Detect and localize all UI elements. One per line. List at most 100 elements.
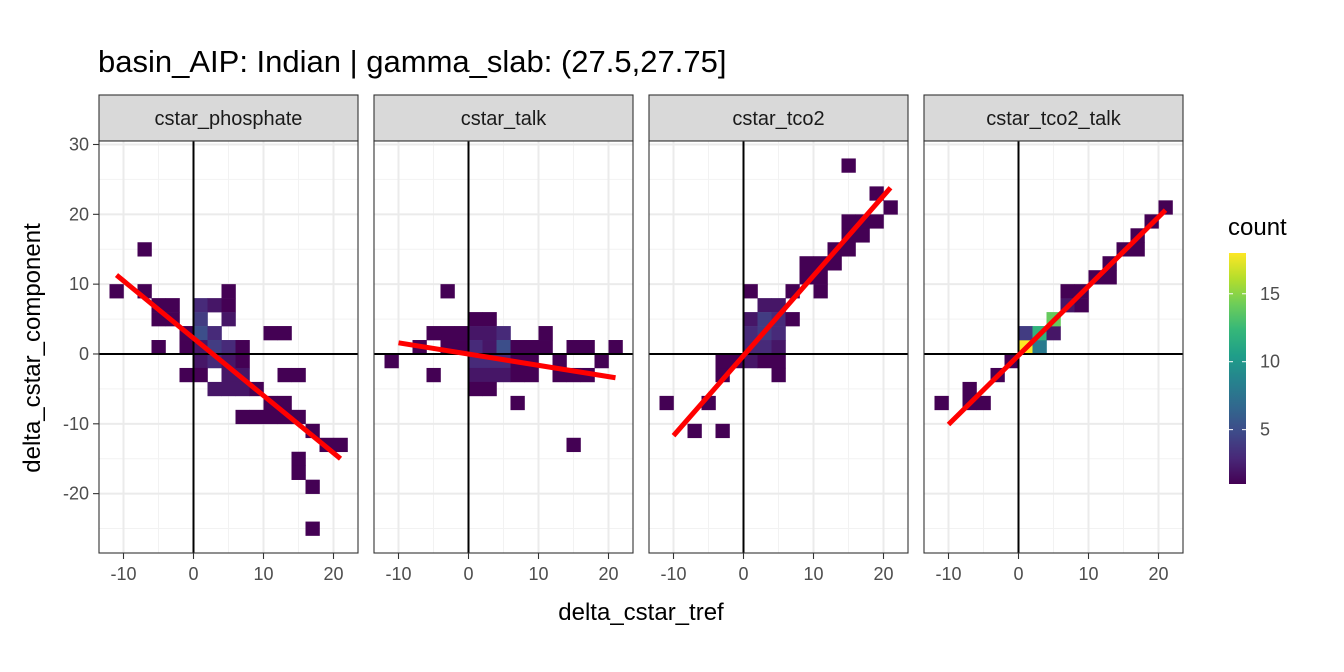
heatmap-bin: [440, 284, 455, 299]
facet-panel-cstar_tco2: cstar_tco2 -10 0 10 20: [648, 94, 909, 584]
x-tick-label: 20: [598, 564, 618, 584]
panel-border: [373, 140, 634, 554]
heatmap-bin: [468, 326, 483, 341]
heatmap-bin: [813, 284, 828, 299]
heatmap-bin: [771, 367, 786, 383]
facet-strip: [98, 94, 359, 142]
heatmap-bin: [715, 353, 730, 369]
y-tick-label: 30: [69, 134, 89, 154]
heatmap-bin: [221, 340, 236, 355]
heatmap-bin: [799, 256, 814, 271]
panel-border: [648, 140, 909, 554]
color-legend: count 5 10 15: [1228, 214, 1287, 484]
facet-strip-label: cstar_tco2: [732, 108, 824, 130]
heatmap-bin: [715, 423, 730, 439]
heatmap-bin: [235, 409, 250, 425]
y-tick-label: 10: [69, 274, 89, 294]
heatmap-bin: [1102, 270, 1117, 285]
legend-title: count: [1228, 214, 1287, 241]
heatmap-bin: [757, 340, 772, 355]
y-tick-label: -20: [63, 484, 89, 504]
heatmap-bin: [179, 340, 194, 355]
heatmap-bin: [454, 326, 469, 341]
y-axis: -20 -10 0 10 20 30: [63, 134, 99, 504]
heatmap-bin: [207, 381, 222, 397]
facet-strip-label: cstar_phosphate: [155, 108, 303, 130]
heatmap-bin: [771, 340, 786, 355]
heatmap-bin: [482, 340, 497, 355]
heatmap-bin: [193, 298, 208, 313]
heatmap-bin: [869, 214, 884, 229]
heatmap-bin: [743, 284, 758, 299]
heatmap-bin: [384, 353, 399, 369]
heatmap-bin: [235, 340, 250, 355]
panel-border: [923, 140, 1184, 554]
heatmap-bin: [221, 381, 236, 397]
heatmap-bin: [291, 367, 306, 383]
heatmap-bin: [482, 367, 497, 383]
facet-panel-cstar_talk: cstar_talk -10 0 10 20: [373, 94, 634, 584]
heatmap-bin: [468, 367, 483, 383]
heatmap-bin: [976, 395, 991, 411]
facet-panel-cstar_tco2_talk: cstar_tco2_talk -10 0 10 20: [923, 94, 1184, 584]
x-tick-label: 20: [873, 564, 893, 584]
heatmap-bin: [687, 423, 702, 439]
heatmap-bin: [207, 298, 222, 313]
heatmap-bin: [249, 409, 264, 425]
heatmap-bin: [193, 367, 208, 383]
heatmap-bin: [883, 200, 898, 215]
x-tick-label: 10: [1078, 564, 1098, 584]
y-tick-label: -10: [63, 414, 89, 434]
heatmap-bin: [594, 353, 609, 369]
heatmap-bin: [496, 367, 511, 383]
heatmap-bin: [1046, 326, 1061, 341]
heatmap-bin: [496, 340, 511, 355]
x-tick-label: 0: [188, 564, 198, 584]
legend-ticks: 5 10 15: [1229, 284, 1280, 440]
heatmap-bin: [291, 451, 306, 467]
heatmap-bin: [580, 340, 595, 355]
heatmap-bin: [566, 340, 581, 355]
heatmap-bin: [743, 312, 758, 327]
heatmap-bin: [1074, 298, 1089, 313]
legend-colorbar: [1229, 253, 1246, 484]
heatmap-bin: [482, 312, 497, 327]
heatmap-bin: [510, 395, 525, 411]
heatmap-bin: [771, 353, 786, 369]
heatmap-bin: [277, 326, 292, 341]
heatmap-bin: [510, 367, 525, 383]
heatmap-bin: [538, 326, 553, 341]
facet-strip: [648, 94, 909, 142]
heatmap-bin: [524, 340, 539, 355]
x-tick-label: 0: [463, 564, 473, 584]
heatmap-bin: [291, 465, 306, 480]
x-tick-label: -10: [385, 564, 411, 584]
x-tick-label: -10: [660, 564, 686, 584]
heatmap-bin: [841, 158, 856, 173]
heatmap-bin: [1060, 284, 1075, 299]
heatmap-bin: [277, 367, 292, 383]
x-tick-label: -10: [110, 564, 136, 584]
heatmap-bin: [468, 381, 483, 397]
regression-line: [398, 340, 616, 381]
heatmap-bin: [221, 312, 236, 327]
heatmap-bin: [841, 242, 856, 257]
regression-line: [671, 186, 893, 438]
x-tick-label: 0: [1013, 564, 1023, 584]
heatmap-bin: [305, 521, 320, 536]
chart-title: basin_AIP: Indian | gamma_slab: (27.5,27…: [98, 44, 726, 79]
y-axis-title: delta_cstar_component: [19, 223, 46, 473]
heatmap-bin: [235, 381, 250, 397]
y-tick-label: 0: [79, 344, 89, 364]
facets-layer: cstar_phosphate -10 0 10 20 cstar_talk -10 0 10 2…: [98, 94, 1184, 584]
heatmap-bin: [193, 353, 208, 369]
heatmap-bin: [962, 381, 977, 397]
heatmap-bin: [608, 340, 623, 355]
heatmap-bin: [305, 479, 320, 494]
y-tick-label: 20: [69, 204, 89, 224]
facet-strip-label: cstar_talk: [461, 108, 548, 130]
heatmap-bin: [757, 353, 772, 369]
heatmap-bin: [333, 437, 348, 453]
facet-panel-cstar_phosphate: cstar_phosphate -10 0 10 20: [98, 94, 359, 584]
